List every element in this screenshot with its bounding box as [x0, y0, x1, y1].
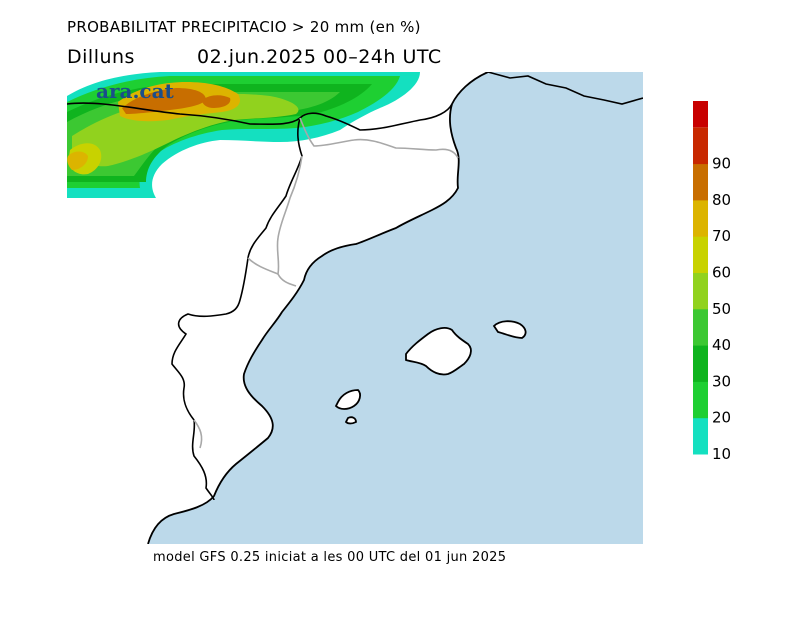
colorbar-tick-label: 30: [712, 372, 731, 390]
colorbar-tick-label: 40: [712, 336, 731, 354]
national-border: [67, 102, 453, 131]
map-title: PROBABILITAT PRECIPITACIO > 20 mm (en %): [67, 18, 421, 36]
day-label: Dilluns: [67, 46, 135, 68]
island-outlines: [334, 320, 527, 425]
colorbar-bin-10: [693, 417, 708, 455]
date-range-label: 02.jun.2025 00–24h UTC: [197, 46, 442, 68]
ara-cat-logo: ara.cat: [96, 79, 175, 103]
provincial-borders: [193, 117, 459, 449]
colorbar-bin-100: [693, 101, 708, 128]
land-area: [67, 72, 488, 544]
regional-border-west: [171, 117, 303, 501]
coastline-east-france: [487, 72, 643, 105]
colorbar-bin-50: [693, 272, 708, 310]
colorbar-bin-20: [693, 381, 708, 419]
island-menorca: [494, 321, 526, 338]
map-frame: ara.cat: [67, 72, 643, 544]
colorbar-tick-label: 60: [712, 264, 731, 282]
coastline: [147, 72, 489, 544]
precip-band-80: [122, 88, 231, 114]
colorbar-tick-label: 50: [712, 300, 731, 318]
colorbar-bin-80: [693, 163, 708, 201]
colorbar-tick-label: 10: [712, 445, 731, 463]
precip-band-60-small: [67, 151, 88, 170]
colorbar-tick-label: 70: [712, 227, 731, 245]
island-eivissa: [336, 390, 361, 409]
colorbar-tick-label: 20: [712, 409, 731, 427]
colorbar-bin-40: [693, 308, 708, 346]
map-subtitle: Dilluns 02.jun.2025 00–24h UTC: [67, 46, 441, 68]
colorbar-tick-label: 90: [712, 155, 731, 173]
colorbar-bin-30: [693, 345, 708, 382]
colorbar: 10 20 30 40 50 60 70 80 90: [693, 101, 731, 463]
colorbar-bin-70: [693, 199, 708, 237]
colorbar-tick-label: 80: [712, 191, 731, 209]
model-info: model GFS 0.25 iniciat a les 00 UTC del …: [153, 550, 507, 565]
colorbar-bin-60: [693, 236, 708, 273]
colorbar-bin-90: [693, 127, 708, 165]
